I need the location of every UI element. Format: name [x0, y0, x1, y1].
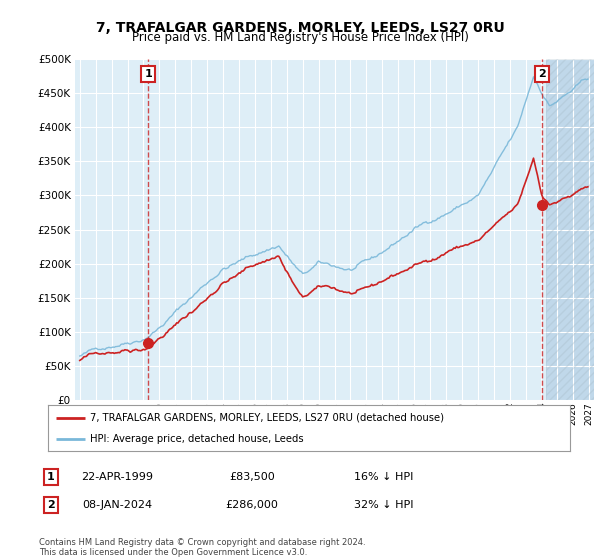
- Text: 32% ↓ HPI: 32% ↓ HPI: [354, 500, 414, 510]
- Text: 08-JAN-2024: 08-JAN-2024: [82, 500, 152, 510]
- Text: 7, TRAFALGAR GARDENS, MORLEY, LEEDS, LS27 0RU: 7, TRAFALGAR GARDENS, MORLEY, LEEDS, LS2…: [95, 21, 505, 35]
- Text: 22-APR-1999: 22-APR-1999: [81, 472, 153, 482]
- Text: 7, TRAFALGAR GARDENS, MORLEY, LEEDS, LS27 0RU (detached house): 7, TRAFALGAR GARDENS, MORLEY, LEEDS, LS2…: [90, 413, 444, 423]
- Bar: [546, 59, 597, 400]
- Text: Price paid vs. HM Land Registry's House Price Index (HPI): Price paid vs. HM Land Registry's House …: [131, 31, 469, 44]
- Text: 2: 2: [538, 69, 546, 79]
- Bar: [546, 59, 597, 400]
- Text: £286,000: £286,000: [226, 500, 278, 510]
- Text: 2: 2: [47, 500, 55, 510]
- Text: Contains HM Land Registry data © Crown copyright and database right 2024.
This d: Contains HM Land Registry data © Crown c…: [39, 538, 365, 557]
- Text: £83,500: £83,500: [229, 472, 275, 482]
- Text: 16% ↓ HPI: 16% ↓ HPI: [355, 472, 413, 482]
- Text: HPI: Average price, detached house, Leeds: HPI: Average price, detached house, Leed…: [90, 435, 304, 444]
- Text: 1: 1: [47, 472, 55, 482]
- Text: 1: 1: [144, 69, 152, 79]
